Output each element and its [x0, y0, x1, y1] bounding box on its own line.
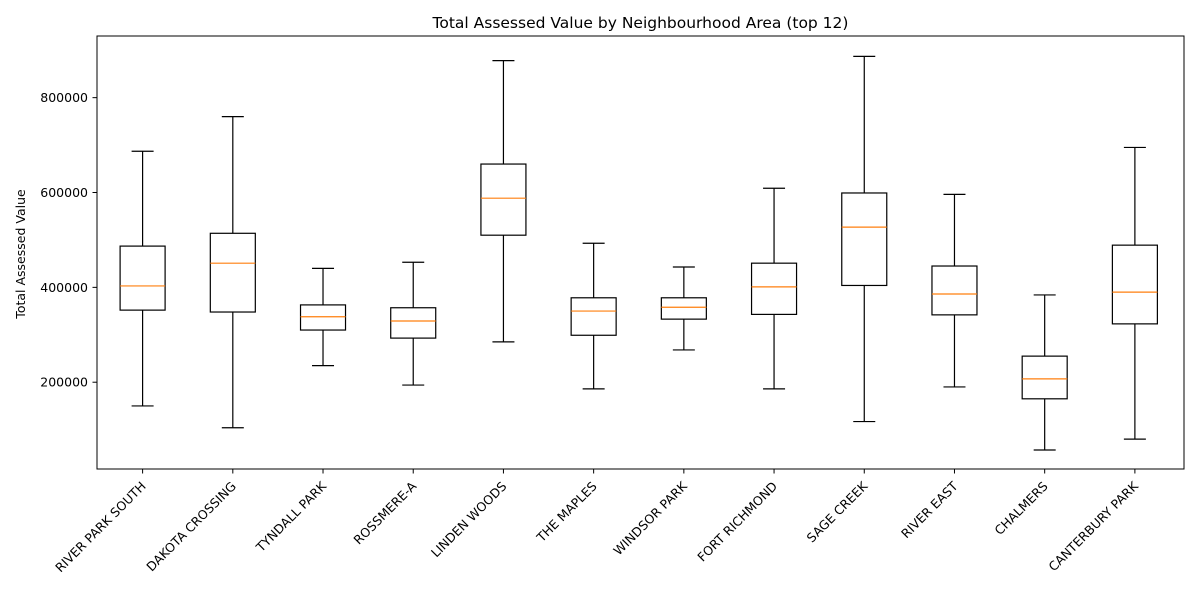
x-tick-label: ROSSMERE-A: [350, 478, 419, 547]
plot-area-frame: [96, 35, 1185, 470]
box-group: [660, 266, 707, 351]
box-group: [1111, 146, 1158, 440]
box-group: [119, 150, 166, 407]
box-group: [841, 55, 888, 423]
y-axis-label: Total Assessed Value: [13, 189, 28, 320]
box-group: [570, 242, 617, 390]
y-tick-label: 400000: [40, 280, 88, 295]
iqr-box: [570, 297, 617, 336]
iqr-box: [480, 163, 527, 236]
box-group: [1021, 294, 1068, 451]
x-tick-label: TYNDALL PARK: [252, 478, 329, 555]
x-tick-label: RIVER EAST: [898, 478, 961, 541]
box-group: [750, 187, 798, 390]
x-tick-label: WINDSOR PARK: [610, 478, 690, 558]
x-tick-label: LINDEN WOODS: [428, 478, 510, 560]
x-tick-label: CHALMERS: [991, 478, 1050, 537]
chart-title: Total Assessed Value by Neighbourhood Ar…: [432, 14, 849, 32]
iqr-box: [299, 304, 347, 331]
box-group: [480, 60, 527, 343]
x-tick-label: CANTERBURY PARK: [1045, 478, 1141, 574]
box-group: [299, 267, 347, 367]
box-group: [931, 193, 978, 388]
x-tick-label: DAKOTA CROSSING: [143, 479, 239, 575]
x-tick-label: FORT RICHMOND: [694, 479, 780, 565]
x-tick-label: SAGE CREEK: [804, 478, 871, 545]
x-tick-label: THE MAPLES: [533, 478, 600, 545]
iqr-box: [119, 245, 166, 311]
y-tick-label: 600000: [40, 185, 88, 200]
iqr-box: [931, 265, 978, 316]
y-tick-label: 200000: [40, 375, 88, 390]
iqr-box: [390, 307, 437, 339]
iqr-box: [841, 192, 888, 287]
iqr-box: [660, 297, 707, 320]
box-group: [209, 116, 256, 429]
iqr-box: [1021, 355, 1068, 400]
y-axis-ticks: 200000 400000 600000 800000: [40, 90, 97, 390]
iqr-box: [1111, 244, 1158, 325]
y-tick-label: 800000: [40, 90, 88, 105]
boxes-layer: [119, 55, 1158, 451]
box-group: [390, 261, 437, 386]
iqr-box: [209, 232, 256, 313]
x-tick-label: RIVER PARK SOUTH: [52, 479, 149, 576]
iqr-box: [750, 262, 798, 315]
